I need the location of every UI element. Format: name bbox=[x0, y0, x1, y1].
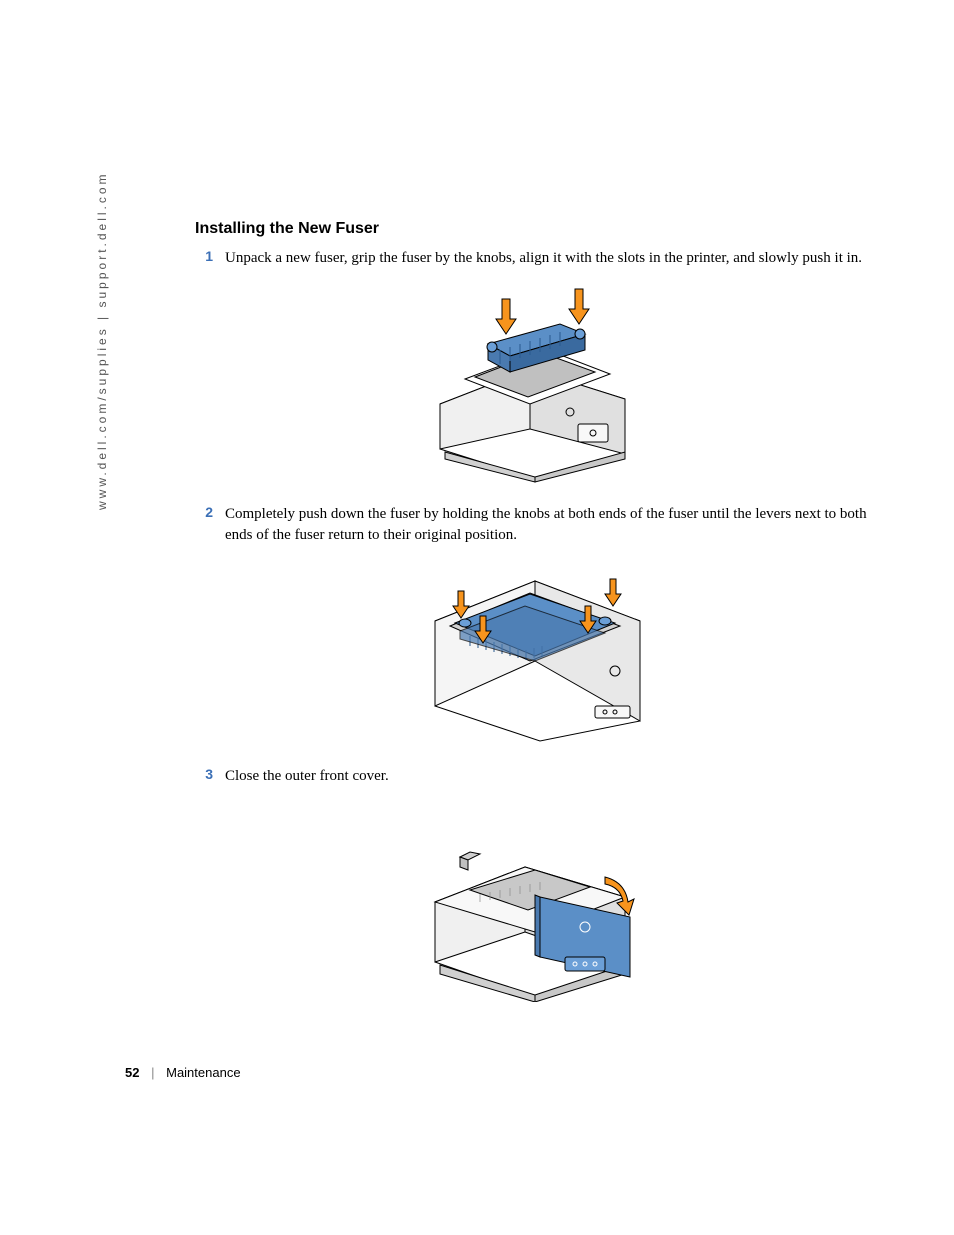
page-number: 52 bbox=[125, 1065, 139, 1080]
section-heading: Installing the New Fuser bbox=[195, 220, 875, 238]
step-text: Completely push down the fuser by holdin… bbox=[225, 504, 875, 546]
step-number: 3 bbox=[195, 766, 225, 787]
step-number: 2 bbox=[195, 504, 225, 546]
step-text: Close the outer front cover. bbox=[225, 766, 389, 787]
footer-separator: | bbox=[151, 1065, 154, 1080]
footer-section: Maintenance bbox=[166, 1065, 240, 1080]
sidebar-url: www.dell.com/supplies | support.dell.com bbox=[95, 171, 109, 510]
step-3: 3 Close the outer front cover. bbox=[195, 766, 875, 787]
figure-2 bbox=[195, 561, 875, 746]
step-2: 2 Completely push down the fuser by hold… bbox=[195, 504, 875, 546]
page-footer: 52 | Maintenance bbox=[125, 1065, 241, 1080]
step-1: 1 Unpack a new fuser, grip the fuser by … bbox=[195, 248, 875, 269]
step-number: 1 bbox=[195, 248, 225, 269]
step-text: Unpack a new fuser, grip the fuser by th… bbox=[225, 248, 862, 269]
page-content: Installing the New Fuser 1 Unpack a new … bbox=[195, 220, 875, 1022]
figure-1 bbox=[195, 284, 875, 484]
figure-3 bbox=[195, 802, 875, 1002]
